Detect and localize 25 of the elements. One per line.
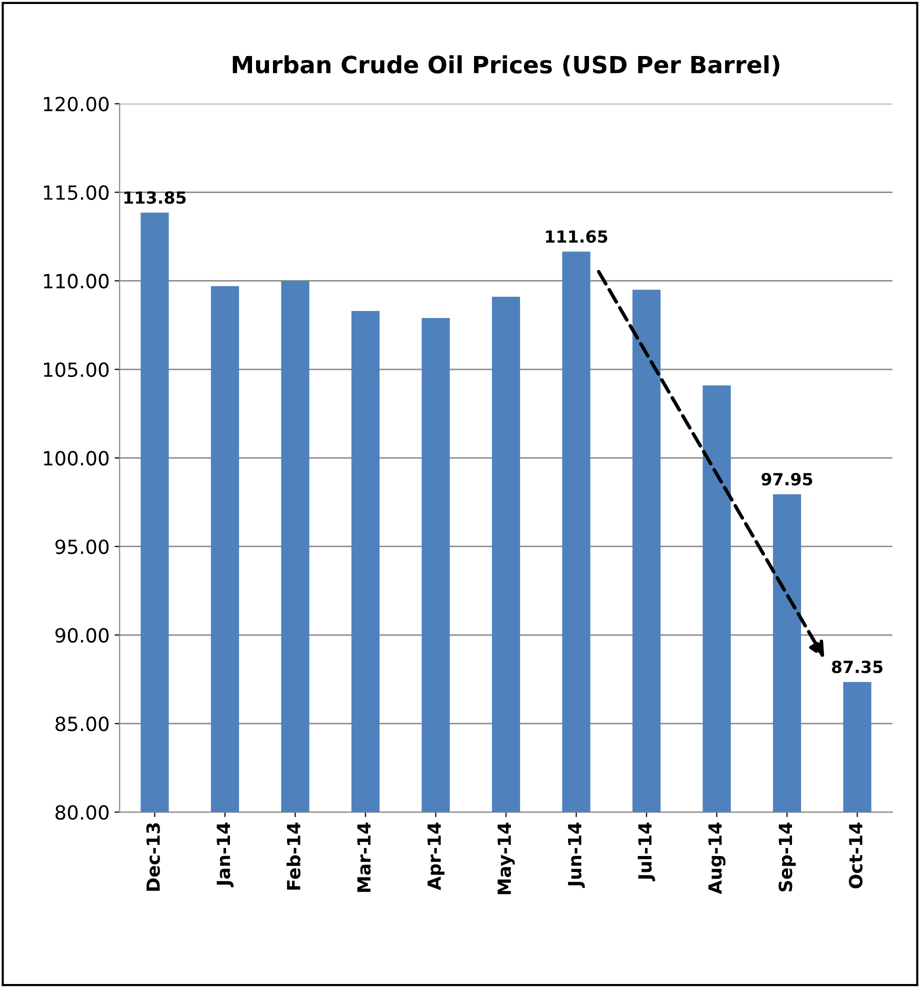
x-tick-label: Aug-14 <box>708 822 726 894</box>
y-tick-label: 80.00 <box>56 805 109 820</box>
y-tick-label: 115.00 <box>44 185 109 200</box>
y-tick-label: 110.00 <box>44 274 109 289</box>
x-tick-label: Dec-13 <box>146 823 160 891</box>
y-tick-label: 120.00 <box>44 96 109 112</box>
x-tick-label: Jul-14 <box>638 822 656 882</box>
x-tick-label: Jun-14 <box>568 822 585 888</box>
chart-title: Murban Crude Oil Prices (USD Per Barrel) <box>232 55 780 76</box>
y-tick-label: 95.00 <box>55 539 109 554</box>
x-tick-label: Apr-14 <box>428 822 444 890</box>
y-tick-label: 100.00 <box>44 450 109 466</box>
data-label: 87.35 <box>832 660 882 674</box>
data-label: 113.85 <box>124 191 186 204</box>
y-tick-label: 105.00 <box>44 362 109 378</box>
y-tick-label: 85.00 <box>56 716 109 732</box>
y-tick-label: 90.00 <box>55 628 109 643</box>
data-label: 111.65 <box>546 230 608 243</box>
x-tick-label: Sep-14 <box>778 822 796 892</box>
x-tick-label: Feb-14 <box>286 822 300 890</box>
x-tick-label: May-14 <box>498 822 515 894</box>
x-tick-label: Oct-14 <box>848 822 863 888</box>
x-tick-label: Jan-14 <box>216 822 234 888</box>
x-tick-label: Mar-14 <box>357 822 371 892</box>
data-label: 97.95 <box>762 472 812 486</box>
